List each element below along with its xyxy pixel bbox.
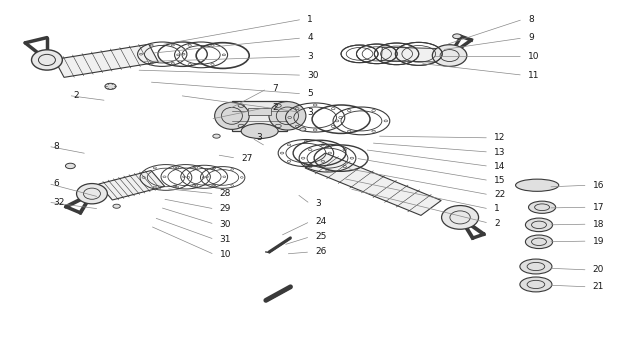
Text: 24: 24	[315, 217, 326, 226]
Text: 30: 30	[219, 220, 231, 229]
Polygon shape	[305, 153, 441, 216]
Text: 2: 2	[494, 219, 499, 228]
Text: 11: 11	[528, 71, 540, 80]
Circle shape	[213, 134, 220, 138]
Text: 5: 5	[307, 89, 313, 98]
Text: 16: 16	[593, 181, 604, 190]
Text: 3: 3	[307, 52, 313, 61]
Text: 2: 2	[74, 91, 79, 100]
Text: 12: 12	[494, 133, 506, 142]
Text: 25: 25	[315, 232, 326, 241]
Circle shape	[66, 163, 75, 169]
Text: 1: 1	[494, 204, 500, 214]
Ellipse shape	[525, 235, 552, 249]
Ellipse shape	[241, 124, 278, 138]
Text: 7: 7	[272, 84, 277, 93]
Text: 28: 28	[219, 189, 231, 198]
Ellipse shape	[520, 259, 552, 274]
Text: 21: 21	[593, 282, 604, 291]
Ellipse shape	[515, 179, 559, 191]
Text: 10: 10	[528, 52, 540, 61]
Circle shape	[452, 34, 461, 39]
Polygon shape	[381, 47, 448, 62]
Text: 29: 29	[219, 204, 231, 214]
Circle shape	[105, 83, 116, 89]
Ellipse shape	[528, 201, 556, 213]
Text: 3: 3	[307, 108, 313, 117]
Polygon shape	[99, 170, 165, 200]
Text: 32: 32	[53, 198, 64, 207]
Text: 27: 27	[241, 154, 253, 163]
Text: 14: 14	[494, 162, 506, 171]
Text: 3: 3	[315, 199, 321, 208]
Circle shape	[113, 204, 121, 208]
Text: 31: 31	[219, 235, 231, 244]
Text: 9: 9	[528, 33, 534, 42]
Text: 10: 10	[219, 250, 231, 259]
Ellipse shape	[32, 50, 62, 70]
Polygon shape	[54, 44, 158, 78]
Text: 15: 15	[494, 176, 506, 185]
Text: 3: 3	[256, 133, 262, 142]
Text: 30: 30	[307, 71, 319, 80]
FancyBboxPatch shape	[232, 101, 287, 131]
Ellipse shape	[269, 102, 306, 130]
Circle shape	[300, 128, 306, 131]
Text: 6: 6	[53, 179, 59, 188]
Text: 1: 1	[307, 15, 313, 24]
Ellipse shape	[77, 184, 108, 204]
Text: 13: 13	[494, 148, 506, 156]
Text: 17: 17	[593, 203, 604, 212]
Text: 19: 19	[593, 237, 604, 245]
Text: 8: 8	[53, 142, 59, 151]
Text: 2: 2	[272, 103, 277, 112]
Ellipse shape	[442, 206, 478, 229]
Ellipse shape	[525, 218, 552, 232]
Text: 18: 18	[593, 220, 604, 229]
Text: 4: 4	[307, 33, 313, 42]
Text: 22: 22	[494, 190, 506, 199]
Text: 20: 20	[593, 266, 604, 274]
Text: 26: 26	[315, 248, 326, 256]
FancyBboxPatch shape	[248, 108, 271, 115]
Text: 8: 8	[528, 15, 534, 24]
Ellipse shape	[214, 102, 249, 129]
Ellipse shape	[433, 45, 467, 66]
Ellipse shape	[520, 277, 552, 292]
